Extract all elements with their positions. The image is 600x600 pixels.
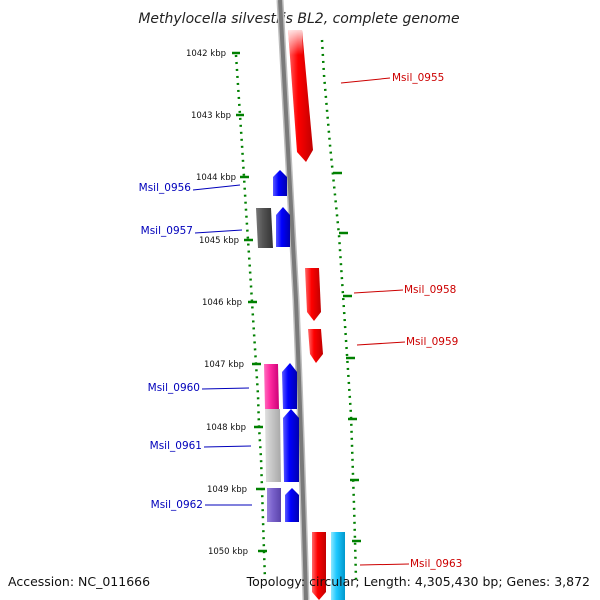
feature-purple[interactable] [267, 488, 281, 522]
gene-msil-0956[interactable] [273, 170, 287, 196]
tick-label-1047: 1047 kbp [204, 360, 244, 370]
forward-features [288, 30, 345, 600]
tick-label-1044: 1044 kbp [196, 173, 236, 183]
reverse-features [256, 170, 299, 522]
forward-leader-lines [340, 77, 410, 566]
feature-dark-gray[interactable] [256, 208, 273, 248]
gene-msil-0960[interactable] [282, 363, 297, 409]
left-tick-ruler [232, 51, 267, 581]
kbp-labels: 1042 kbp 1043 kbp 1044 kbp 1045 kbp 1046… [186, 49, 248, 557]
gene-label-msil-0957[interactable]: Msil_0957 [141, 225, 193, 237]
map-title: Methylocella silvestris BL2, complete ge… [138, 11, 459, 27]
accession-text: Accession: NC_011666 [8, 574, 150, 589]
reverse-leader-lines [192, 184, 252, 506]
feature-pink[interactable] [264, 364, 279, 409]
gene-label-msil-0956[interactable]: Msil_0956 [139, 182, 192, 194]
gene-label-msil-0958[interactable]: Msil_0958 [404, 284, 456, 296]
tick-label-1045: 1045 kbp [199, 236, 239, 246]
forward-gene-labels: Msil_0955 Msil_0958 Msil_0959 Msil_0963 [392, 72, 462, 570]
feature-cyan[interactable] [331, 532, 345, 600]
topology-text: Topology: circular; Length: 4,305,430 bp… [246, 574, 590, 589]
tick-label-1048: 1048 kbp [206, 423, 246, 433]
right-tick-ruler [320, 39, 361, 581]
genome-backbone [278, 0, 308, 600]
gene-msil-0962[interactable] [285, 488, 299, 522]
gene-msil-0957[interactable] [276, 207, 290, 247]
gene-label-msil-0960[interactable]: Msil_0960 [148, 382, 200, 394]
tick-label-1050: 1050 kbp [208, 547, 248, 557]
feature-light-gray[interactable] [265, 409, 281, 482]
tick-label-1043: 1043 kbp [191, 111, 231, 121]
gene-label-msil-0963[interactable]: Msil_0963 [410, 558, 462, 570]
tick-label-1042: 1042 kbp [186, 49, 226, 59]
gene-label-msil-0959[interactable]: Msil_0959 [406, 336, 458, 348]
gene-msil-0963[interactable] [312, 532, 326, 600]
gene-msil-0955[interactable] [288, 30, 313, 162]
tick-label-1046: 1046 kbp [202, 298, 242, 308]
reverse-gene-labels: Msil_0956 Msil_0957 Msil_0960 Msil_0961 … [139, 182, 203, 511]
gene-label-msil-0955[interactable]: Msil_0955 [392, 72, 444, 84]
gene-label-msil-0961[interactable]: Msil_0961 [150, 440, 202, 452]
gene-msil-0958[interactable] [305, 268, 321, 321]
gene-msil-0961[interactable] [283, 409, 299, 482]
gene-msil-0959[interactable] [308, 329, 323, 363]
tick-label-1049: 1049 kbp [207, 485, 247, 495]
gene-label-msil-0962[interactable]: Msil_0962 [151, 499, 203, 511]
